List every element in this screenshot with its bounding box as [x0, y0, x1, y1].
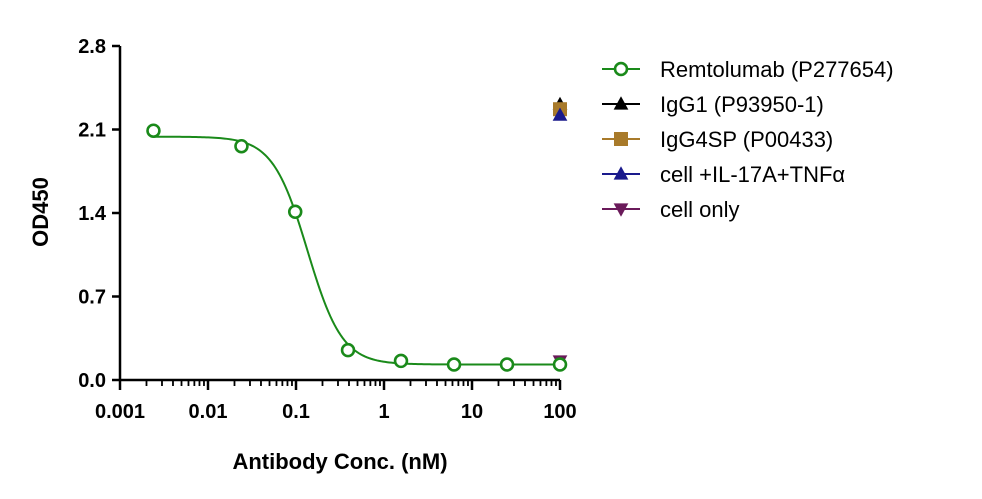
legend-label: IgG4SP (P00433)	[660, 127, 833, 152]
legend-item: IgG1 (P93950-1)	[602, 92, 824, 117]
legend-marker	[614, 132, 628, 146]
data-point	[446, 357, 462, 372]
legend-item: IgG4SP (P00433)	[602, 127, 833, 152]
x-tick-label: 10	[461, 401, 483, 423]
legend-label: cell +IL-17A+TNFα	[660, 162, 845, 187]
data-point	[234, 138, 249, 154]
legend-marker	[613, 96, 629, 110]
legend-label: cell only	[660, 197, 739, 222]
x-tick-label: 0.01	[189, 401, 228, 423]
legend-item: Remtolumab (P277654)	[602, 57, 894, 82]
data-point	[287, 204, 303, 220]
legend-marker	[613, 166, 629, 180]
data-point	[552, 107, 568, 121]
x-axis-title: Antibody Conc. (nM)	[232, 449, 447, 474]
x-tick-label: 0.001	[95, 401, 145, 423]
y-tick-label: 1.4	[78, 203, 107, 225]
legend-label: Remtolumab (P277654)	[660, 57, 894, 82]
x-tick-label: 1	[378, 401, 389, 423]
fit-curve	[153, 135, 560, 366]
plot-area: 0.0 0.7 1.4 2.1 2.8 0.001 0.01 0.1 1 10 100	[78, 36, 577, 423]
data-point	[552, 357, 568, 372]
legend-item: cell +IL-17A+TNFα	[602, 162, 845, 187]
legend-marker	[613, 61, 629, 77]
y-tick-label: 2.1	[78, 120, 106, 142]
legend-label: IgG1 (P93950-1)	[660, 92, 824, 117]
x-tick-label: 100	[543, 401, 576, 423]
legend-marker	[613, 203, 629, 217]
y-tick-label: 0.7	[78, 287, 106, 309]
y-tick-label: 0.0	[78, 370, 106, 392]
x-tick-label: 0.1	[282, 401, 310, 423]
data-point	[393, 353, 409, 369]
data-point	[340, 342, 356, 358]
legend: Remtolumab (P277654) IgG1 (P93950-1) IgG4S…	[602, 57, 894, 222]
data-point	[146, 123, 161, 138]
data-point	[499, 357, 515, 372]
legend-item: cell only	[602, 197, 739, 222]
y-tick-label: 2.8	[78, 36, 106, 58]
y-axis-title: OD450	[28, 177, 53, 247]
